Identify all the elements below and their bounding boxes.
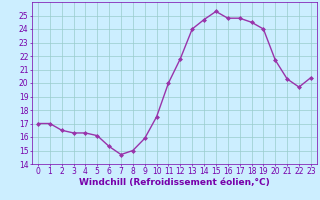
- X-axis label: Windchill (Refroidissement éolien,°C): Windchill (Refroidissement éolien,°C): [79, 178, 270, 187]
